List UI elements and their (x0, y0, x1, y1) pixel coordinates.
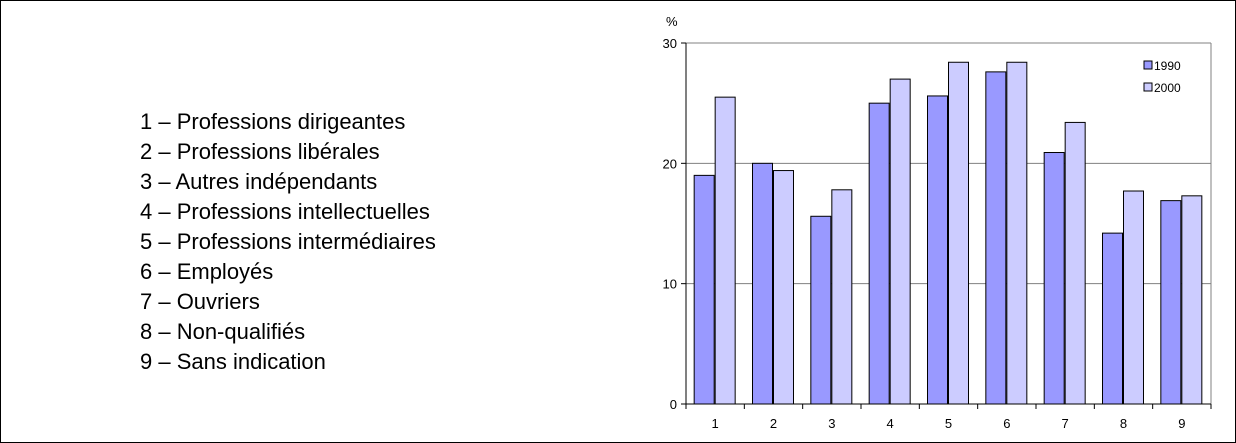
y-tick-label: 10 (663, 277, 677, 292)
legend-swatch-2000 (1143, 82, 1153, 92)
category-legend-item: 1 – Professions dirigeantes (140, 109, 406, 134)
x-tick-label: 5 (945, 416, 952, 431)
bar-2000-5 (948, 61, 969, 405)
legend-label-2000: 2000 (1154, 81, 1181, 95)
category-legend-item: 4 – Professions intellectuelles (140, 199, 430, 224)
category-legend-item: 7 – Ouvriers (140, 289, 260, 314)
x-tick-label: 3 (828, 416, 835, 431)
bar-2000-2 (773, 170, 794, 405)
y-tick-label: 30 (663, 36, 677, 51)
bar-1990-2 (752, 162, 773, 405)
bar-2000-8 (1123, 190, 1144, 405)
series-legend: 1990 2000 (1143, 59, 1181, 95)
bar-2000-7 (1064, 121, 1086, 405)
y-tick-label: 20 (663, 156, 677, 171)
category-legend-item: 2 – Professions libérales (140, 139, 380, 164)
bar-1990-6 (985, 71, 1007, 405)
category-legend-item: 8 – Non-qualifiés (140, 319, 306, 344)
x-tick-label: 9 (1178, 416, 1185, 431)
x-tick-label: 4 (887, 416, 894, 431)
bar-2000-9 (1181, 195, 1203, 405)
y-axis-label: % (666, 14, 678, 29)
bars-group (693, 61, 1203, 405)
bar-1990-5 (927, 95, 948, 405)
bar-2000-6 (1006, 61, 1028, 405)
y-tick-label: 0 (670, 397, 677, 412)
axes-group: 0 10 20 30 1 2 3 4 5 6 7 8 9 (663, 36, 1212, 431)
category-legend-item: 9 – Sans indication (140, 349, 326, 374)
bar-1990-8 (1102, 232, 1123, 405)
x-tick-label: 7 (1062, 416, 1069, 431)
bar-1990-4 (868, 102, 890, 405)
bar-2000-1 (714, 96, 736, 405)
bar-1990-9 (1160, 200, 1182, 405)
bar-2000-3 (831, 189, 853, 405)
bar-1990-7 (1043, 152, 1065, 405)
bar-1990-1 (693, 174, 715, 405)
legend-label-1990: 1990 (1154, 59, 1181, 73)
category-legend-item: 3 – Autres indépendants (140, 169, 378, 194)
x-tick-label: 8 (1120, 416, 1127, 431)
bar-2000-4 (889, 78, 911, 405)
x-tick-label: 1 (712, 416, 719, 431)
x-tick-label: 6 (1003, 416, 1010, 431)
x-tick-label: 2 (770, 416, 777, 431)
category-legend-item: 5 – Professions intermédiaires (140, 229, 436, 254)
category-legend: 1 – Professions dirigeantes 2 – Professi… (140, 107, 436, 377)
legend-swatch-1990 (1143, 60, 1153, 70)
category-legend-item: 6 – Employés (140, 259, 274, 284)
bar-1990-3 (810, 215, 832, 405)
